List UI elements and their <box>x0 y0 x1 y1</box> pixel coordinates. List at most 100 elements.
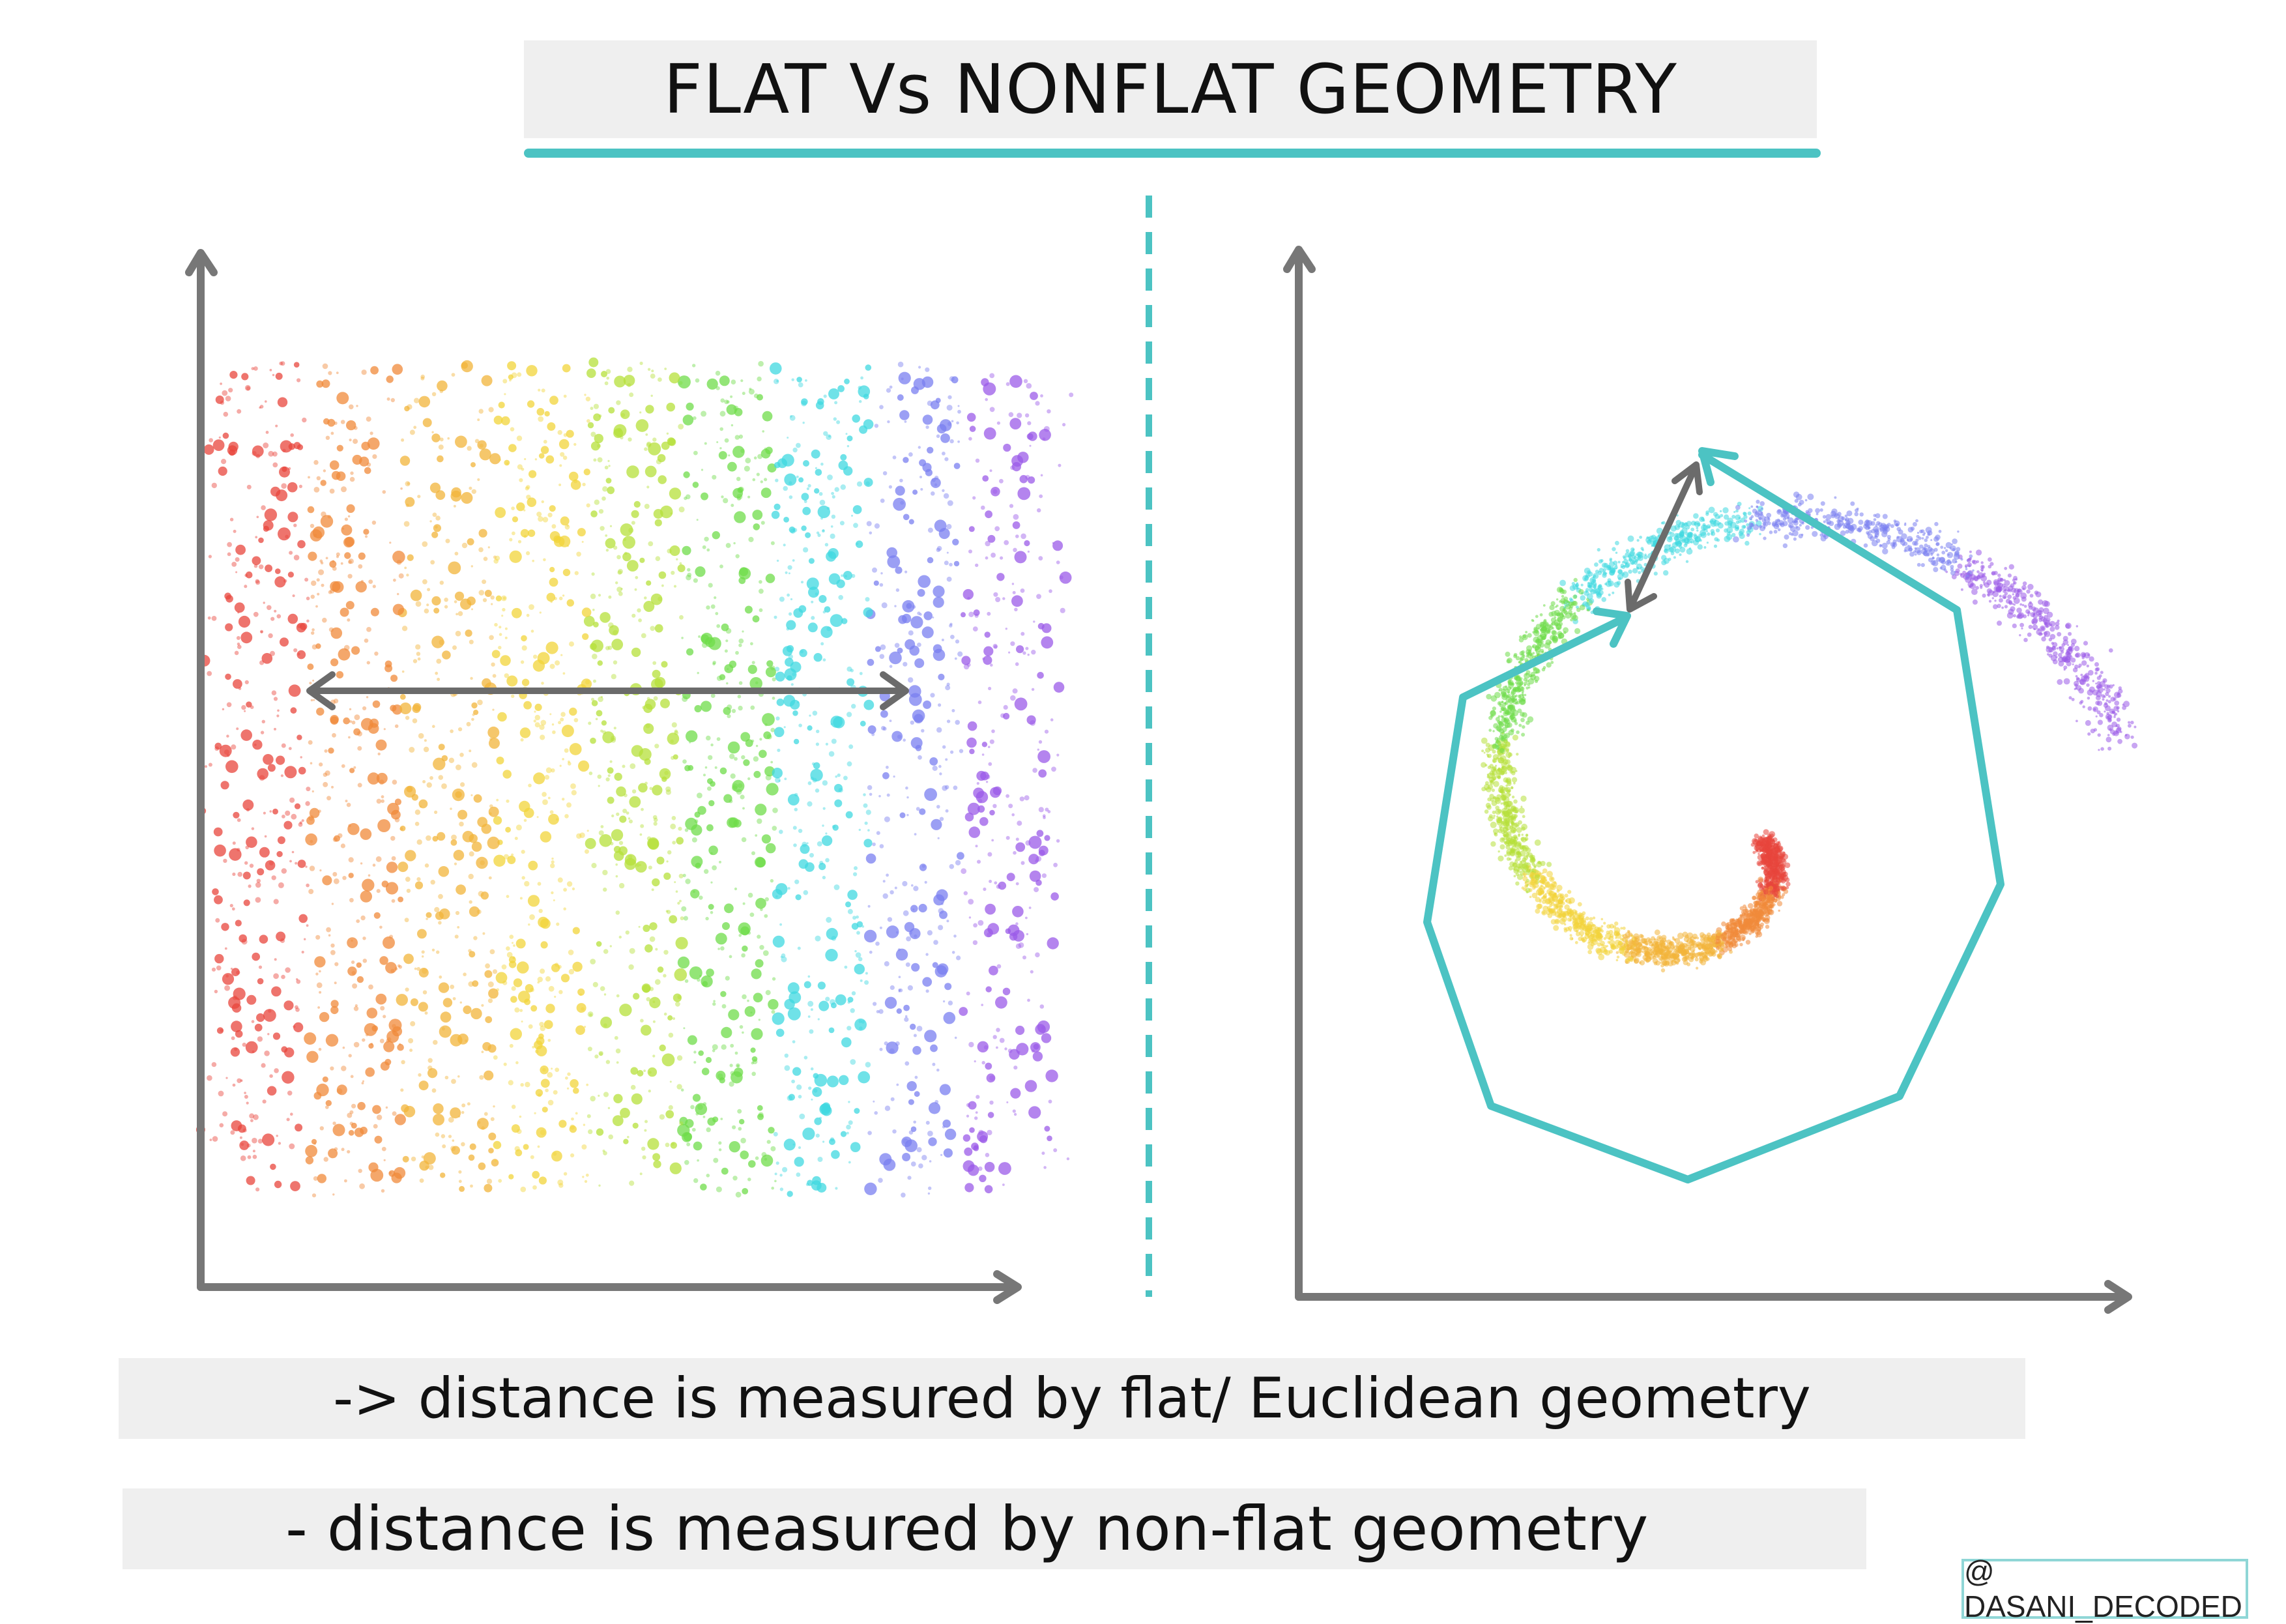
scatter-point <box>648 442 661 456</box>
scatter-point <box>442 1027 445 1030</box>
scatter-point <box>848 1120 853 1125</box>
scatter-point <box>1041 636 1053 648</box>
spiral-point <box>1917 563 1921 567</box>
scatter-point <box>431 532 438 538</box>
scatter-point <box>928 1187 931 1190</box>
spiral-point <box>1807 493 1814 500</box>
spiral-point <box>2040 633 2043 635</box>
scatter-point <box>1027 999 1030 1002</box>
scatter-point <box>534 719 536 722</box>
scatter-point <box>538 652 550 665</box>
scatter-point <box>330 460 340 470</box>
spiral-point <box>1945 549 1948 552</box>
spiral-point <box>1520 796 1526 802</box>
scatter-point <box>349 898 354 903</box>
scatter-point <box>276 489 287 501</box>
scatter-point <box>796 476 799 478</box>
scatter-point <box>747 777 750 780</box>
scatter-point <box>558 721 561 724</box>
scatter-point <box>792 448 797 452</box>
scatter-point <box>784 777 787 780</box>
scatter-point <box>925 426 929 429</box>
scatter-point <box>995 597 1000 602</box>
scatter-point <box>928 1137 936 1146</box>
scatter-point <box>712 475 716 480</box>
scatter-point <box>846 811 853 819</box>
scatter-point <box>627 560 639 572</box>
scatter-point <box>457 926 459 929</box>
scatter-point <box>753 615 760 622</box>
spiral-point <box>2098 733 2101 736</box>
scatter-point <box>361 580 364 583</box>
scatter-point <box>561 974 570 982</box>
scatter-point <box>227 703 232 708</box>
scatter-point <box>1007 873 1015 881</box>
scatter-point <box>231 1047 240 1056</box>
scatter-point <box>982 658 985 660</box>
scatter-point <box>487 837 500 849</box>
scatter-point <box>666 403 675 412</box>
scatter-point <box>611 815 614 817</box>
scatter-point <box>841 574 843 577</box>
spiral-point <box>1973 600 1978 605</box>
scatter-point <box>317 982 323 988</box>
spiral-point <box>1618 561 1621 564</box>
scatter-point <box>302 819 304 822</box>
scatter-point <box>729 661 736 668</box>
scatter-point <box>790 661 802 673</box>
scatter-point <box>665 1142 670 1147</box>
scatter-point <box>1008 652 1010 654</box>
spiral-point <box>1821 501 1825 506</box>
scatter-point <box>919 476 922 478</box>
scatter-point <box>411 590 422 602</box>
scatter-point <box>265 400 267 403</box>
scatter-point <box>872 568 877 573</box>
scatter-point <box>961 868 966 874</box>
scatter-point <box>649 922 657 930</box>
scatter-point <box>732 1125 736 1129</box>
scatter-point <box>692 837 697 843</box>
scatter-point <box>525 1082 530 1087</box>
scatter-point <box>482 678 491 688</box>
scatter-point <box>332 733 336 738</box>
scatter-point <box>362 879 374 892</box>
scatter-point <box>510 1044 514 1048</box>
scatter-point <box>787 628 790 631</box>
scatter-point <box>582 541 584 543</box>
scatter-point <box>742 630 744 632</box>
scatter-point <box>351 646 360 655</box>
scatter-point <box>639 926 641 928</box>
scatter-point <box>485 1016 492 1023</box>
scatter-point <box>459 753 464 757</box>
scatter-point <box>822 824 824 826</box>
scatter-point <box>650 626 655 631</box>
scatter-point <box>976 771 986 781</box>
scatter-point <box>755 959 764 968</box>
scatter-point <box>495 507 506 518</box>
scatter-point <box>255 579 260 584</box>
scatter-point <box>240 729 252 741</box>
scatter-point <box>807 842 809 844</box>
scatter-point <box>913 886 918 891</box>
scatter-point <box>601 720 607 725</box>
scatter-point <box>596 941 602 947</box>
scatter-point <box>521 635 527 642</box>
scatter-point <box>852 916 856 920</box>
scatter-point <box>758 361 764 367</box>
scatter-point <box>889 486 892 489</box>
scatter-point <box>731 424 733 426</box>
scatter-point <box>747 1178 751 1182</box>
scatter-point <box>760 480 763 483</box>
scatter-point <box>830 614 843 627</box>
scatter-point <box>706 736 711 741</box>
scatter-point <box>890 665 893 668</box>
scatter-point <box>508 1174 514 1180</box>
scatter-point <box>348 574 353 579</box>
scatter-point <box>932 478 936 482</box>
scatter-point <box>945 759 948 761</box>
scatter-point <box>1042 873 1047 878</box>
scatter-point <box>295 1006 298 1009</box>
spiral-point <box>2019 634 2021 636</box>
scatter-point <box>452 373 456 377</box>
scatter-point <box>608 596 611 599</box>
